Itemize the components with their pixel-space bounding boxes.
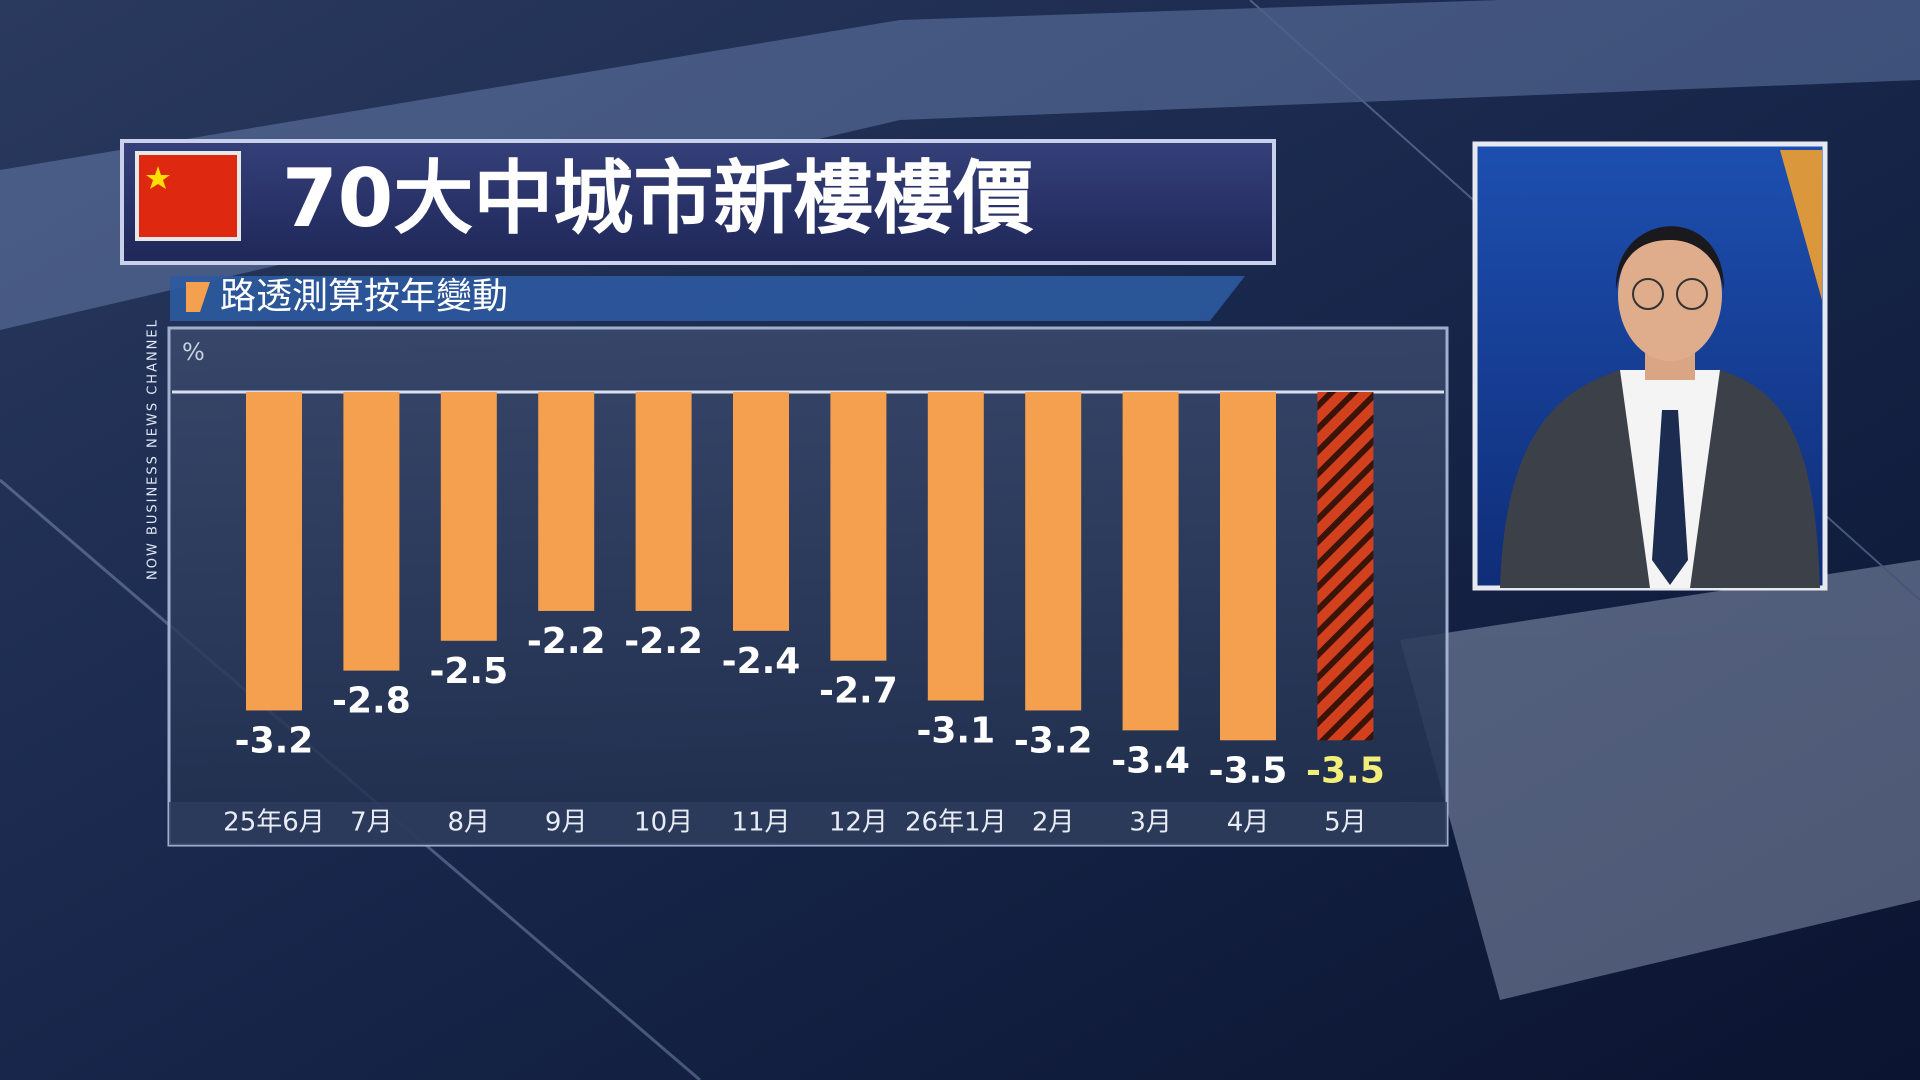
bar (733, 392, 789, 631)
x-tick-label: 7月 (350, 808, 393, 838)
x-tick-label: 8月 (448, 808, 491, 838)
bar (830, 392, 887, 661)
chart-title: 70大中城市新樓樓價 (282, 152, 1033, 245)
x-tick-label: 12月 (829, 808, 888, 838)
value-label: -2.2 (527, 621, 606, 662)
x-tick-label: 25年6月 (223, 808, 325, 838)
chart-subtitle: 路透測算按年變動 (220, 276, 508, 317)
value-label: -2.5 (429, 651, 508, 692)
value-label: -3.5 (1209, 750, 1288, 791)
value-label: -2.4 (722, 641, 801, 682)
x-tick-label: 9月 (545, 808, 588, 838)
plot: 25年6月 -3.2 7月 -2.8 8月 -2.5 9月 -2.2 10月 -2.2 11月 -2.… (223, 392, 1385, 838)
bar (1220, 392, 1276, 741)
x-tick-label: 11月 (731, 808, 790, 838)
x-tick-label: 4月 (1227, 808, 1270, 838)
x-tick-label: 26年1月 (905, 808, 1007, 838)
flag (135, 151, 241, 241)
bar (1122, 392, 1179, 731)
title-banner (120, 139, 1276, 265)
bar (1317, 392, 1374, 741)
channel-label: NOW BUSINESS NEWS CHANNEL (146, 318, 161, 580)
value-label: -3.2 (235, 720, 314, 761)
flag-star (146, 166, 170, 189)
value-label: -2.8 (332, 681, 411, 722)
x-tick-label: 10月 (634, 808, 693, 838)
unit-label: % (182, 338, 205, 366)
subtitle-marker (186, 282, 210, 312)
bar (246, 392, 302, 711)
x-tick-label: 2月 (1032, 808, 1075, 838)
bar (440, 392, 497, 641)
bar (1025, 392, 1082, 711)
bar (538, 392, 595, 611)
anchor-inset (1472, 141, 1828, 591)
bar (343, 392, 400, 671)
bar (635, 392, 692, 611)
value-label: -3.2 (1014, 720, 1093, 761)
value-label: -2.2 (624, 621, 703, 662)
category-band (169, 802, 1447, 845)
x-tick-label: 3月 (1129, 808, 1172, 838)
value-label: -3.4 (1111, 740, 1190, 781)
subtitle-strip (170, 276, 1245, 321)
value-label: -2.7 (819, 671, 898, 712)
x-tick-label: 5月 (1324, 808, 1367, 838)
value-label: -3.1 (916, 710, 995, 751)
value-label: -3.5 (1306, 750, 1385, 791)
bar (927, 392, 984, 701)
